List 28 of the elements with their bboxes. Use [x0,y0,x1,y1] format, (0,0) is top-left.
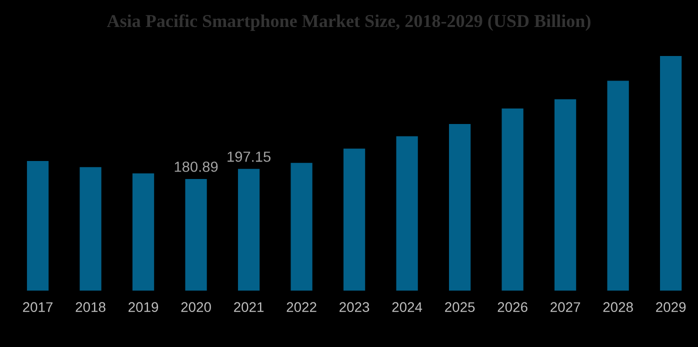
data-label: 197.15 [228,152,270,162]
bar [502,108,524,291]
bar [26,160,49,291]
x-tick-label: 2026 [498,302,528,312]
x-tick-label: 2025 [445,302,475,312]
x-tick-label: 2022 [286,302,316,312]
bar [290,162,312,291]
bar [607,80,629,291]
x-tick-label: 2018 [76,302,106,312]
bar [80,167,102,291]
bar [448,124,471,291]
bar [185,178,207,291]
bar [343,148,366,291]
x-tick-label: 2017 [23,302,53,312]
x-tick-label: 2024 [392,302,422,312]
bar [132,173,154,291]
x-tick-label: 2020 [181,302,211,312]
bar [396,136,418,291]
x-tick-label: 2019 [128,302,158,312]
bar [238,168,260,291]
x-tick-label: 2027 [550,302,580,312]
x-tick-label: 2028 [603,302,633,312]
bar [554,99,576,291]
data-label: 180.89 [174,162,218,172]
bar [660,56,682,291]
x-tick-label: 2023 [340,302,370,312]
x-tick-label: 2021 [234,302,264,312]
x-tick-label: 2029 [656,302,686,312]
